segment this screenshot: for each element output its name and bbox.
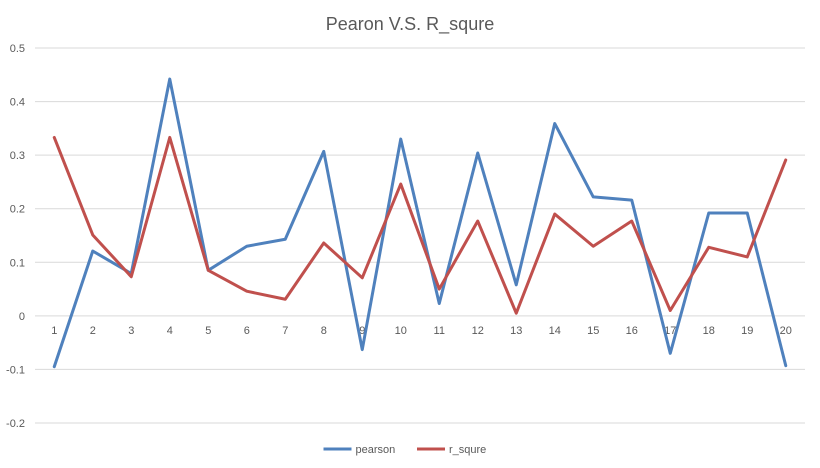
y-tick-label: 0.2: [10, 204, 25, 216]
legend-item-r_squre: r_squre: [417, 444, 486, 456]
y-tick-label: 0.5: [10, 43, 25, 55]
y-tick-label: 0.4: [10, 97, 25, 109]
series-line-r_squre: [52, 135, 788, 315]
x-tick-label: 14: [549, 325, 561, 337]
x-tick-label: 17: [664, 325, 676, 337]
y-tick-label: -0.2: [6, 418, 25, 430]
x-tick-label: 5: [205, 325, 211, 337]
legend-label: pearson: [356, 444, 396, 456]
x-tick-label: 13: [510, 325, 522, 337]
x-tick-label: 8: [321, 325, 327, 337]
x-tick-label: 20: [780, 325, 792, 337]
x-tick-label: 6: [244, 325, 250, 337]
y-tick-label: 0: [19, 311, 25, 323]
x-tick-label: 11: [434, 325, 445, 337]
legend-item-pearson: pearson: [323, 444, 396, 456]
x-tick-label: 10: [395, 325, 407, 337]
x-tick-label: 15: [587, 325, 599, 337]
x-tick-label: 19: [741, 325, 753, 337]
x-axis-tick-labels: 1 2 3 4 5 6 7 8 9 10 11 12 13 14 15 16 17 18 19 20: [51, 325, 792, 337]
x-tick-label: 18: [703, 325, 715, 337]
chart-title: Pearon V.S. R_squre: [326, 14, 494, 35]
legend: pearson r_squre: [323, 444, 486, 456]
x-tick-label: 1: [51, 325, 57, 337]
x-tick-label: 4: [167, 325, 173, 337]
x-tick-label: 9: [359, 325, 365, 337]
y-tick-label: 0.3: [10, 150, 25, 162]
y-axis-tick-labels: -0.2 -0.1 0 0.1 0.2 0.3 0.4 0.5: [6, 43, 25, 430]
y-tick-label: -0.1: [6, 364, 25, 376]
series-lines: [52, 77, 788, 369]
series-line-pearson: [52, 77, 788, 369]
x-tick-label: 12: [472, 325, 484, 337]
x-tick-label: 7: [282, 325, 288, 337]
y-tick-label: 0.1: [10, 257, 25, 269]
x-tick-label: 2: [90, 325, 96, 337]
legend-label: r_squre: [449, 444, 486, 456]
x-tick-label: 3: [128, 325, 134, 337]
x-tick-label: 16: [626, 325, 638, 337]
